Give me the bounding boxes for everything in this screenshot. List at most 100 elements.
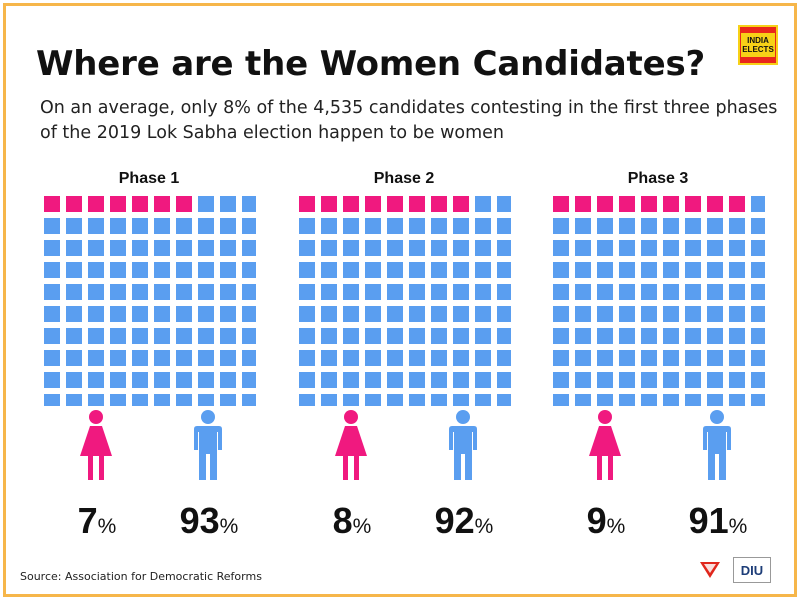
waffle-cell-men [641,218,657,234]
waffle-cell-women [365,196,381,212]
waffle-cell-men [220,350,236,366]
waffle-cell-men [154,218,170,234]
waffle-cell-men [685,262,701,278]
diu-logo: DIU [733,557,771,583]
waffle-cell-men [729,350,745,366]
waffle-cell-men [343,394,359,406]
waffle-cell-men [707,218,723,234]
waffle-cell-men [409,306,425,322]
waffle-cell-men [44,262,60,278]
waffle-cell-men [663,262,679,278]
waffle-cell-men [575,350,591,366]
waffle-cell-men [453,284,469,300]
waffle-cell-men [365,284,381,300]
waffle-cell-men [66,306,82,322]
waffle-cell-men [299,394,315,406]
waffle-cell-men [685,218,701,234]
waffle-cell-men [220,218,236,234]
waffle-cell-men [553,306,569,322]
waffle-cell-men [431,350,447,366]
waffle-cell-men [88,218,104,234]
waffle-cell-men [409,328,425,344]
logo-text-line2: ELECTS [742,45,774,54]
waffle-cell-men [176,262,192,278]
waffle-cell-men [453,218,469,234]
waffle-cell-men [198,350,214,366]
waffle-cell-women [729,196,745,212]
waffle-cell-men [751,328,765,344]
waffle-cell-men [132,394,148,406]
waffle-cell-men [321,394,337,406]
waffle-cell-men [387,350,403,366]
waffle-cell-men [88,262,104,278]
waffle-cell-men [44,328,60,344]
waffle-cell-men [365,218,381,234]
waffle-cell-men [299,262,315,278]
waffle-cell-men [409,394,425,406]
waffle-cell-men [242,196,256,212]
waffle-cell-women [641,196,657,212]
waffle-cell-men [663,284,679,300]
waffle-cell-men [729,328,745,344]
waffle-cell-men [619,394,635,406]
waffle-cell-men [110,262,126,278]
waffle-cell-men [475,394,491,406]
waffle-cell-men [176,350,192,366]
waffle-cell-men [619,284,635,300]
phase-title: Phase 2 [373,170,435,187]
waffle-cell-men [751,394,765,406]
waffle-cell-men [343,328,359,344]
waffle-cell-men [707,262,723,278]
waffle-cell-men [88,394,104,406]
waffle-cell-men [220,196,236,212]
waffle-cell-men [110,240,126,256]
waffle-cell-men [198,218,214,234]
waffle-cell-men [154,394,170,406]
waffle-cell-women [431,196,447,212]
waffle-cell-men [475,328,491,344]
waffle-cell-men [154,284,170,300]
waffle-cell-men [641,306,657,322]
waffle-cell-men [242,394,256,406]
waffle-cell-men [751,262,765,278]
waffle-cell-men [365,394,381,406]
percent-unit: % [219,515,239,538]
waffle-cell-men [154,262,170,278]
waffle-cell-men [387,306,403,322]
waffle-cell-men [321,218,337,234]
waffle-cell-women [597,196,613,212]
waffle-cell-men [299,218,315,234]
women-percent-label: 8% [307,500,397,542]
waffle-cell-men [409,262,425,278]
waffle-cell-men [365,350,381,366]
waffle-cell-men [597,218,613,234]
waffle-cell-men [553,350,569,366]
waffle-cell-men [597,240,613,256]
waffle-cell-men [387,218,403,234]
waffle-cell-men [198,240,214,256]
waffle-cell-men [242,328,256,344]
waffle-cell-men [431,262,447,278]
waffle-cell-men [220,372,236,388]
waffle-cell-women [685,196,701,212]
waffle-cell-men [663,394,679,406]
waffle-cell-men [553,240,569,256]
waffle-cell-women [44,196,60,212]
waffle-cell-men [619,240,635,256]
waffle-cell-men [575,262,591,278]
waffle-cell-men [729,372,745,388]
waffle-cell-men [475,262,491,278]
waffle-cell-men [110,394,126,406]
waffle-cell-men [751,218,765,234]
waffle-cell-women [110,196,126,212]
waffle-cell-men [110,306,126,322]
waffle-cell-men [453,328,469,344]
waffle-cell-men [88,372,104,388]
waffle-cell-men [299,284,315,300]
waffle-cell-men [110,284,126,300]
waffle-cell-men [497,394,511,406]
waffle-cell-women [299,196,315,212]
waffle-cell-men [685,284,701,300]
waffle-cell-men [475,284,491,300]
waffle-cell-men [176,372,192,388]
